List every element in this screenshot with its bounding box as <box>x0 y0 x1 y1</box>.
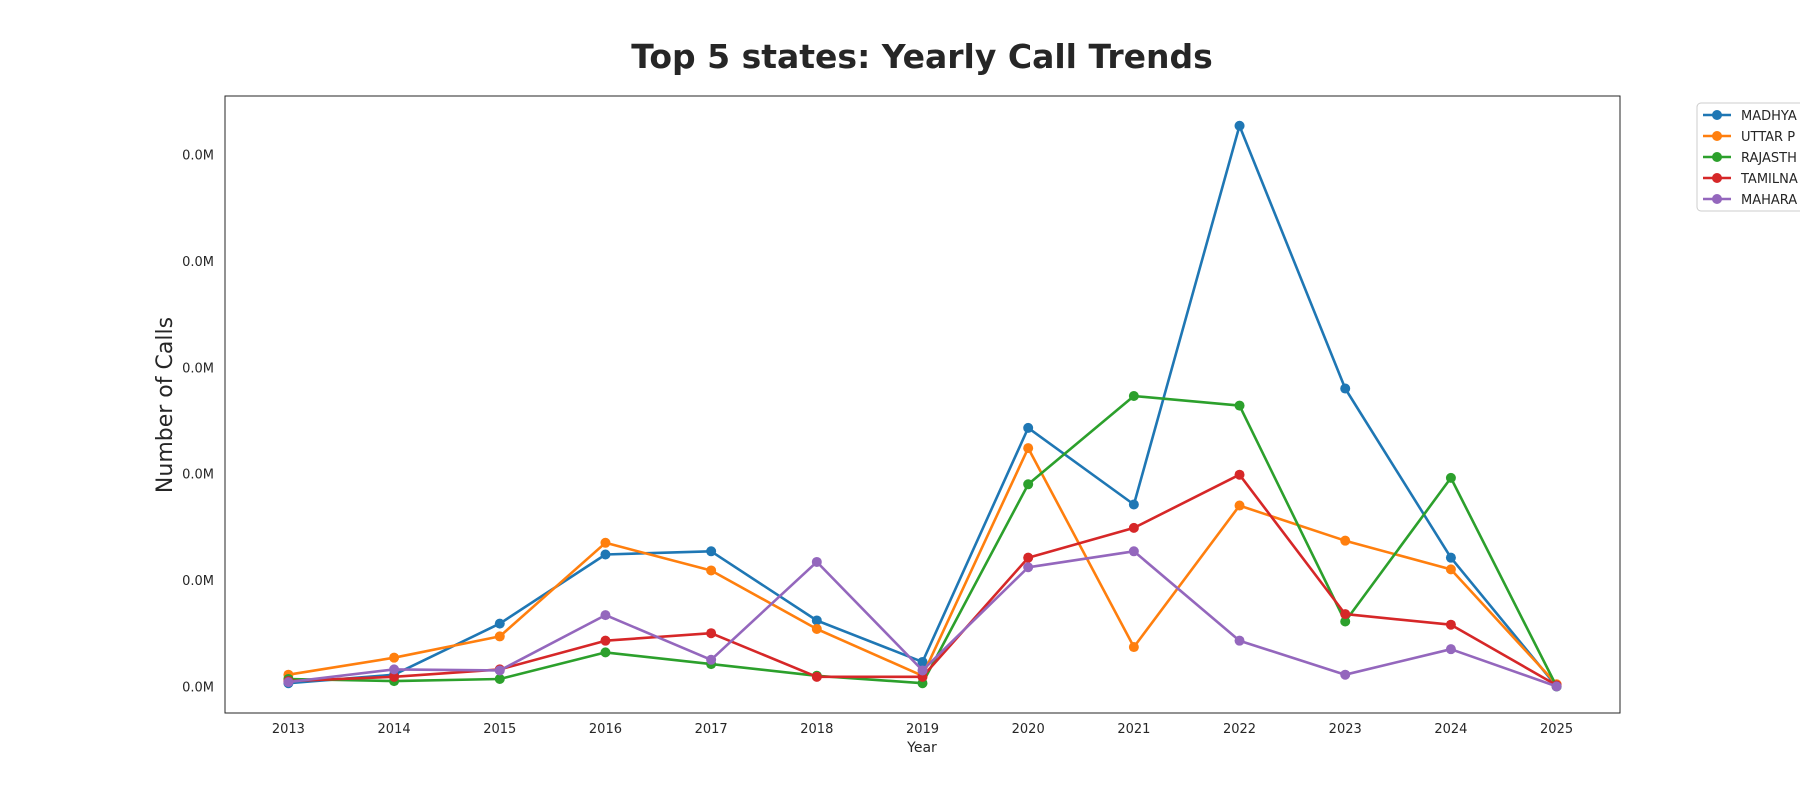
data-point <box>1023 479 1034 490</box>
legend-item: RAJASTH <box>1703 151 1797 166</box>
data-point <box>1128 499 1139 510</box>
data-point <box>706 546 717 557</box>
data-point <box>1340 609 1351 620</box>
y-tick-label: 0.0M <box>182 361 214 376</box>
x-axis-label: Year <box>906 740 937 756</box>
data-point <box>1023 422 1034 433</box>
data-point <box>1445 619 1456 630</box>
data-point <box>1128 522 1139 533</box>
x-tick-label: 2018 <box>800 722 833 737</box>
legend-item: UTTAR P <box>1703 130 1795 145</box>
y-tick-label: 0.0M <box>182 680 214 695</box>
y-tick-label: 0.0M <box>182 468 214 483</box>
data-point <box>1023 443 1034 454</box>
data-point <box>1234 500 1245 511</box>
data-point <box>1128 390 1139 401</box>
x-tick-label: 2023 <box>1329 722 1362 737</box>
data-point <box>600 537 611 548</box>
legend-marker <box>1712 173 1722 183</box>
legend-marker <box>1712 194 1722 204</box>
legend-label: TAMILNA <box>1740 172 1798 187</box>
legend-label: MAHARA <box>1741 193 1797 208</box>
data-point <box>600 549 611 560</box>
series-layer <box>283 120 1562 692</box>
series-5 <box>283 546 1562 692</box>
data-point <box>1340 383 1351 394</box>
legend-label: MADHYA <box>1741 109 1797 124</box>
x-tick-label: 2017 <box>695 722 728 737</box>
legend: MADHYA UTTAR P RAJASTH TAMILNA MAHARA <box>1696 102 1800 212</box>
legend-label: UTTAR P <box>1741 130 1795 145</box>
y-axis-ticks: 0.0M 0.0M 0.0M 0.0M 0.0M 0.0M <box>182 149 214 696</box>
data-point <box>1340 616 1351 627</box>
data-point <box>811 623 822 634</box>
data-point <box>1445 564 1456 575</box>
data-point <box>494 673 505 684</box>
x-tick-label: 2016 <box>589 722 622 737</box>
data-point <box>1128 642 1139 653</box>
legend-item: TAMILNA <box>1703 172 1798 187</box>
legend-marker <box>1712 110 1722 120</box>
x-tick-label: 2025 <box>1540 722 1573 737</box>
data-point <box>1234 120 1245 131</box>
legend-marker <box>1712 152 1722 162</box>
series-1 <box>283 120 1562 692</box>
legend-label: RAJASTH <box>1741 151 1797 166</box>
data-point <box>283 677 294 688</box>
x-tick-label: 2022 <box>1223 722 1256 737</box>
data-point <box>1234 400 1245 411</box>
x-tick-label: 2024 <box>1434 722 1467 737</box>
plot-frame <box>224 95 1621 714</box>
data-point <box>917 656 928 667</box>
data-point <box>600 647 611 658</box>
data-point <box>706 565 717 576</box>
data-point <box>1023 552 1034 563</box>
data-point <box>389 664 400 675</box>
data-point <box>811 556 822 567</box>
data-point <box>706 628 717 639</box>
data-point <box>494 631 505 642</box>
data-point <box>389 671 400 682</box>
data-point <box>600 610 611 621</box>
x-tick-label: 2015 <box>483 722 516 737</box>
x-tick-label: 2021 <box>1117 722 1150 737</box>
data-point <box>494 665 505 676</box>
chart-title: Top 5 states: Yearly Call Trends <box>631 37 1213 76</box>
legend-marker <box>1712 131 1722 141</box>
data-point <box>494 618 505 629</box>
data-point <box>1234 469 1245 480</box>
x-axis-ticks: 2013 2014 2015 2016 2017 2018 2019 2020 2021 2022… <box>272 722 1573 737</box>
data-point <box>1551 681 1562 692</box>
data-point <box>917 665 928 676</box>
y-tick-label: 0.0M <box>182 255 214 270</box>
data-point <box>1128 546 1139 557</box>
data-point <box>389 652 400 663</box>
data-point <box>1234 635 1245 646</box>
legend-item: MAHARA <box>1703 193 1797 208</box>
data-point <box>1445 552 1456 563</box>
data-point <box>811 615 822 626</box>
plot-area <box>224 95 1621 714</box>
x-tick-label: 2014 <box>378 722 411 737</box>
y-tick-label: 0.0M <box>182 574 214 589</box>
data-point <box>1340 535 1351 546</box>
y-axis-label: Number of Calls <box>153 317 178 493</box>
legend-box <box>1696 102 1800 212</box>
data-point <box>1340 669 1351 680</box>
data-point <box>600 635 611 646</box>
x-tick-label: 2013 <box>272 722 305 737</box>
data-point <box>811 671 822 682</box>
data-point <box>1023 562 1034 573</box>
data-point <box>706 654 717 665</box>
x-tick-label: 2019 <box>906 722 939 737</box>
data-point <box>1445 472 1456 483</box>
legend-item: MADHYA <box>1703 109 1797 124</box>
y-tick-label: 0.0M <box>182 149 214 164</box>
data-point <box>1445 644 1456 655</box>
x-tick-label: 2020 <box>1012 722 1045 737</box>
